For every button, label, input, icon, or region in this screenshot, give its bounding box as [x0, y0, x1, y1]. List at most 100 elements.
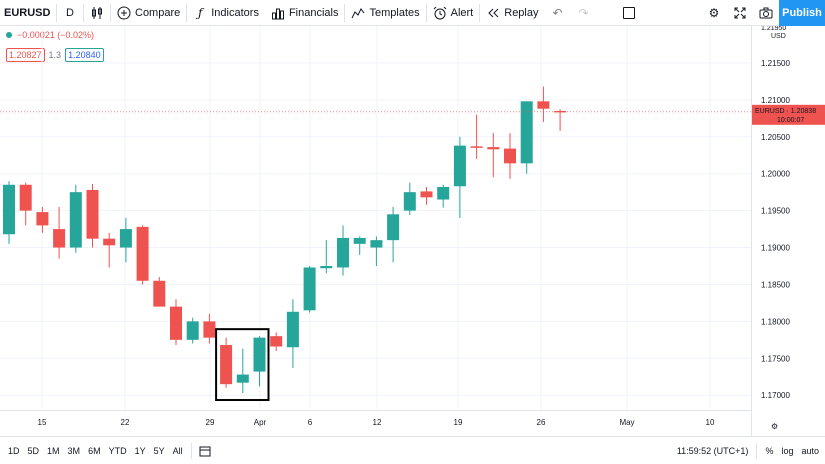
snapshot-button[interactable] — [753, 0, 779, 26]
price-tick-label: 1.19500 — [761, 207, 790, 216]
alarm-clock-icon — [433, 6, 447, 20]
candle-body — [36, 212, 49, 226]
time-tick-label: Apr — [254, 418, 267, 427]
plus-circle-icon — [117, 6, 131, 20]
change-value: −0.00021 (−0.02%) — [17, 30, 95, 40]
candle-body — [403, 192, 416, 211]
clock-readout[interactable]: 11:59:52 (UTC+1) — [676, 446, 749, 456]
time-tick-label: 10 — [706, 418, 715, 427]
replay-label: Replay — [504, 6, 539, 19]
status-dot-icon — [6, 32, 12, 38]
buy-price-button[interactable]: 1.20840 — [65, 48, 104, 62]
candles-icon — [90, 6, 104, 20]
range-all[interactable]: All — [172, 445, 183, 456]
financials-button[interactable]: Financials — [265, 0, 345, 26]
divider — [186, 3, 188, 22]
layout-square-icon[interactable] — [623, 7, 635, 19]
publish-button[interactable]: Publish — [779, 0, 825, 26]
range-1m[interactable]: 1M — [47, 445, 60, 456]
undo-icon: ↶ — [552, 5, 563, 20]
fullscreen-button[interactable] — [727, 0, 753, 26]
candle-body — [136, 226, 149, 281]
interval-button[interactable]: D — [57, 0, 83, 26]
percent-toggle[interactable]: % — [765, 446, 774, 456]
range-1y[interactable]: 1Y — [134, 445, 146, 456]
time-tick-label: 15 — [38, 418, 47, 427]
chart-style-button[interactable] — [84, 0, 110, 26]
price-tick-label: 1.21000 — [761, 96, 790, 105]
candle-body — [387, 214, 400, 241]
indicators-button[interactable]: ƒ Indicators — [187, 0, 265, 26]
range-ytd[interactable]: YTD — [108, 445, 127, 456]
function-icon: ƒ — [198, 5, 203, 20]
log-toggle[interactable]: log — [781, 446, 794, 456]
calendar-icon — [198, 444, 212, 458]
top-toolbar: EURUSD D Compare ƒ Indicators Financials… — [0, 0, 825, 26]
time-tick-label: 26 — [537, 418, 546, 427]
countdown-text: 10:00:07 — [777, 117, 804, 124]
auto-toggle[interactable]: auto — [801, 446, 819, 456]
candle-body — [119, 229, 132, 248]
candle-body — [236, 374, 249, 383]
last-price-badge — [752, 104, 825, 125]
price-tick-label: 1.17500 — [761, 354, 790, 363]
divider — [110, 3, 111, 22]
range-5d[interactable]: 5D — [27, 445, 40, 456]
spread-value: 1.3 — [48, 50, 62, 60]
compare-button[interactable]: Compare — [111, 0, 186, 26]
settings-button[interactable]: ⚙ — [701, 0, 727, 26]
time-tick-label: May — [619, 418, 634, 427]
sell-price-button[interactable]: 1.20827 — [6, 48, 45, 62]
divider — [756, 443, 758, 459]
replay-button[interactable]: Replay — [480, 0, 544, 26]
range-1d[interactable]: 1D — [8, 445, 20, 456]
symbol-label: EURUSD — [4, 6, 51, 19]
time-tick-label: 19 — [454, 418, 463, 427]
candle-body — [437, 186, 450, 200]
price-tick-label: 1.21500 — [761, 59, 790, 68]
candle-body — [504, 148, 516, 164]
candle-body — [337, 237, 349, 268]
symbol-search[interactable]: EURUSD — [0, 0, 56, 26]
range-3m[interactable]: 3M — [67, 445, 81, 456]
gear-icon: ⚙ — [708, 6, 720, 20]
price-chart[interactable]: 1.21500 1.21000 1.20500 1.20000 1.19500 1.190… — [0, 26, 825, 436]
alert-button[interactable]: Alert — [427, 0, 480, 26]
series-legend: −0.00021 (−0.02%) 1.20827 1.3 1.20840 — [6, 30, 104, 62]
candle-body — [537, 101, 550, 109]
templates-label: Templates — [369, 6, 420, 19]
compare-label: Compare — [135, 6, 181, 19]
candle-body — [320, 266, 333, 269]
time-tick-label: 29 — [206, 418, 215, 427]
templates-icon — [351, 6, 365, 20]
axis-gear-icon[interactable]: ⚙ — [771, 422, 778, 431]
redo-button[interactable]: ↷ — [571, 0, 597, 26]
price-tick-label: 1.20000 — [761, 170, 790, 179]
divider — [344, 3, 346, 22]
candle-body — [253, 337, 266, 372]
candle-body — [203, 321, 216, 338]
templates-button[interactable]: Templates — [345, 0, 425, 26]
goto-date-button[interactable] — [192, 438, 218, 464]
range-5y[interactable]: 5Y — [153, 445, 165, 456]
undo-button[interactable]: ↶ — [545, 0, 571, 26]
last-price-text: EURUSD · 1.20838 — [755, 108, 816, 115]
candle-body — [420, 191, 433, 198]
candle-body — [69, 192, 82, 248]
price-tick-label: 1.19000 — [761, 244, 790, 253]
time-tick-label: 22 — [121, 418, 130, 427]
price-tick-label: 1.20500 — [761, 133, 790, 142]
currency-label: USD — [771, 33, 786, 40]
range-6m[interactable]: 6M — [88, 445, 101, 456]
time-tick-label: 12 — [373, 418, 382, 427]
candle-body — [86, 189, 99, 239]
rewind-icon — [486, 6, 500, 20]
price-tick-label: 1.18500 — [761, 280, 790, 289]
candle-body — [470, 146, 483, 148]
candle-body — [53, 229, 66, 248]
candle-body — [220, 345, 233, 385]
range-selector: 1D 5D 1M 3M 6M YTD 1Y 5Y All — [0, 446, 187, 456]
candle-body — [520, 101, 533, 164]
candle-body — [170, 306, 182, 340]
interval-label: D — [66, 6, 74, 19]
